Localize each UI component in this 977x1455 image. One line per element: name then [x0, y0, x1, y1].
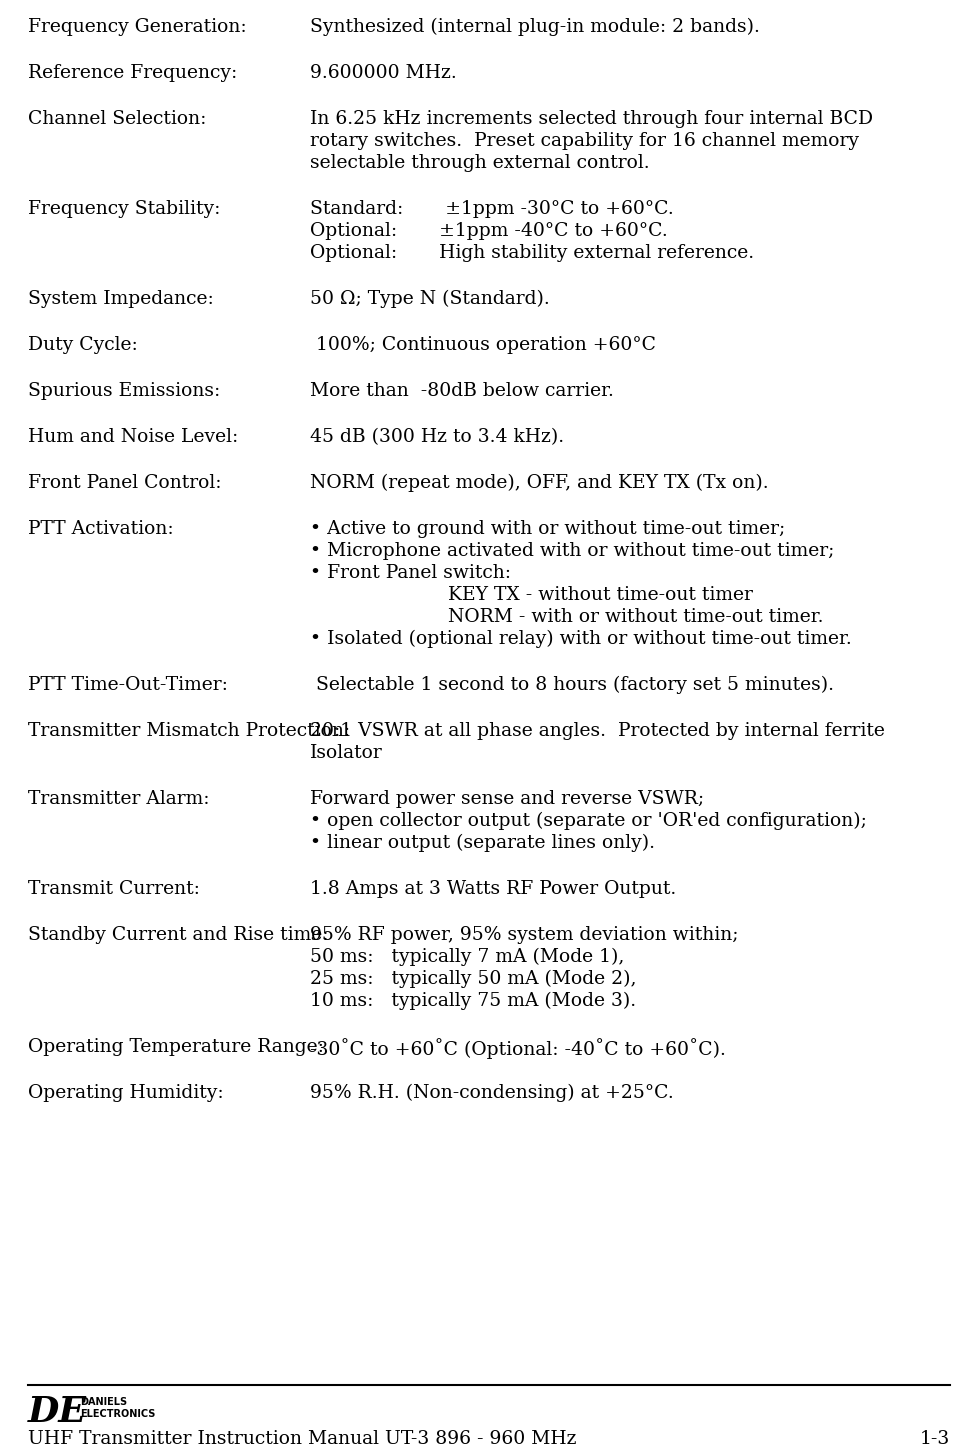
Text: Spurious Emissions:: Spurious Emissions:: [28, 383, 220, 400]
Text: 95% RF power, 95% system deviation within;: 95% RF power, 95% system deviation withi…: [310, 925, 738, 944]
Text: ELECTRONICS: ELECTRONICS: [80, 1408, 155, 1419]
Text: rotary switches.  Preset capability for 16 channel memory: rotary switches. Preset capability for 1…: [310, 132, 858, 150]
Text: • open collector output (separate or 'OR'ed configuration);: • open collector output (separate or 'OR…: [310, 812, 866, 831]
Text: 95% R.H. (Non-condensing) at +25°C.: 95% R.H. (Non-condensing) at +25°C.: [310, 1084, 673, 1103]
Text: -30˚C to +60˚C (Optional: -40˚C to +60˚C).: -30˚C to +60˚C (Optional: -40˚C to +60˚C…: [310, 1037, 725, 1059]
Text: 20:1 VSWR at all phase angles.  Protected by internal ferrite: 20:1 VSWR at all phase angles. Protected…: [310, 722, 884, 741]
Text: Frequency Stability:: Frequency Stability:: [28, 199, 220, 218]
Text: Operating Humidity:: Operating Humidity:: [28, 1084, 224, 1101]
Text: DANIELS: DANIELS: [80, 1397, 127, 1407]
Text: In 6.25 kHz increments selected through four internal BCD: In 6.25 kHz increments selected through …: [310, 111, 872, 128]
Text: 1-3: 1-3: [918, 1430, 949, 1448]
Text: • linear output (separate lines only).: • linear output (separate lines only).: [310, 834, 655, 853]
Text: Synthesized (internal plug-in module: 2 bands).: Synthesized (internal plug-in module: 2 …: [310, 17, 759, 36]
Text: Transmit Current:: Transmit Current:: [28, 880, 199, 898]
Text: Channel Selection:: Channel Selection:: [28, 111, 206, 128]
Text: Operating Temperature Range:: Operating Temperature Range:: [28, 1037, 323, 1056]
Text: Standard:       ±1ppm -30°C to +60°C.: Standard: ±1ppm -30°C to +60°C.: [310, 199, 673, 218]
Text: PTT Time-Out-Timer:: PTT Time-Out-Timer:: [28, 677, 228, 694]
Text: Transmitter Mismatch Protection:: Transmitter Mismatch Protection:: [28, 722, 350, 741]
Text: Hum and Noise Level:: Hum and Noise Level:: [28, 428, 238, 447]
Text: Reference Frequency:: Reference Frequency:: [28, 64, 237, 81]
Text: 1.8 Amps at 3 Watts RF Power Output.: 1.8 Amps at 3 Watts RF Power Output.: [310, 880, 675, 898]
Text: Optional:       ±1ppm -40°C to +60°C.: Optional: ±1ppm -40°C to +60°C.: [310, 223, 667, 240]
Text: Optional:       High stability external reference.: Optional: High stability external refere…: [310, 244, 753, 262]
Text: NORM - with or without time-out timer.: NORM - with or without time-out timer.: [310, 608, 823, 626]
Text: Transmitter Alarm:: Transmitter Alarm:: [28, 790, 209, 808]
Text: 10 ms:   typically 75 mA (Mode 3).: 10 ms: typically 75 mA (Mode 3).: [310, 992, 635, 1010]
Text: • Active to ground with or without time-out timer;: • Active to ground with or without time-…: [310, 519, 785, 538]
Text: 45 dB (300 Hz to 3.4 kHz).: 45 dB (300 Hz to 3.4 kHz).: [310, 428, 564, 447]
Text: Front Panel Control:: Front Panel Control:: [28, 474, 221, 492]
Text: More than  -80dB below carrier.: More than -80dB below carrier.: [310, 383, 614, 400]
Text: Frequency Generation:: Frequency Generation:: [28, 17, 246, 36]
Text: 25 ms:   typically 50 mA (Mode 2),: 25 ms: typically 50 mA (Mode 2),: [310, 970, 636, 988]
Text: selectable through external control.: selectable through external control.: [310, 154, 649, 172]
Text: UHF Transmitter Instruction Manual UT-3 896 - 960 MHz: UHF Transmitter Instruction Manual UT-3 …: [28, 1430, 575, 1448]
Text: • Isolated (optional relay) with or without time-out timer.: • Isolated (optional relay) with or with…: [310, 630, 851, 649]
Text: 9.600000 MHz.: 9.600000 MHz.: [310, 64, 456, 81]
Text: Isolator: Isolator: [310, 744, 382, 762]
Text: 50 ms:   typically 7 mA (Mode 1),: 50 ms: typically 7 mA (Mode 1),: [310, 949, 623, 966]
Text: System Impedance:: System Impedance:: [28, 290, 214, 308]
Text: 100%; Continuous operation +60°C: 100%; Continuous operation +60°C: [310, 336, 656, 354]
Text: PTT Activation:: PTT Activation:: [28, 519, 174, 538]
Text: NORM (repeat mode), OFF, and KEY TX (Tx on).: NORM (repeat mode), OFF, and KEY TX (Tx …: [310, 474, 768, 492]
Text: • Front Panel switch:: • Front Panel switch:: [310, 565, 510, 582]
Text: KEY TX - without time-out timer: KEY TX - without time-out timer: [310, 586, 752, 604]
Text: DE: DE: [28, 1395, 87, 1429]
Text: Standby Current and Rise time:: Standby Current and Rise time:: [28, 925, 328, 944]
Text: • Microphone activated with or without time-out timer;: • Microphone activated with or without t…: [310, 543, 833, 560]
Text: 50 Ω; Type N (Standard).: 50 Ω; Type N (Standard).: [310, 290, 549, 308]
Text: Duty Cycle:: Duty Cycle:: [28, 336, 138, 354]
Text: Selectable 1 second to 8 hours (factory set 5 minutes).: Selectable 1 second to 8 hours (factory …: [310, 677, 833, 694]
Text: Forward power sense and reverse VSWR;: Forward power sense and reverse VSWR;: [310, 790, 703, 808]
